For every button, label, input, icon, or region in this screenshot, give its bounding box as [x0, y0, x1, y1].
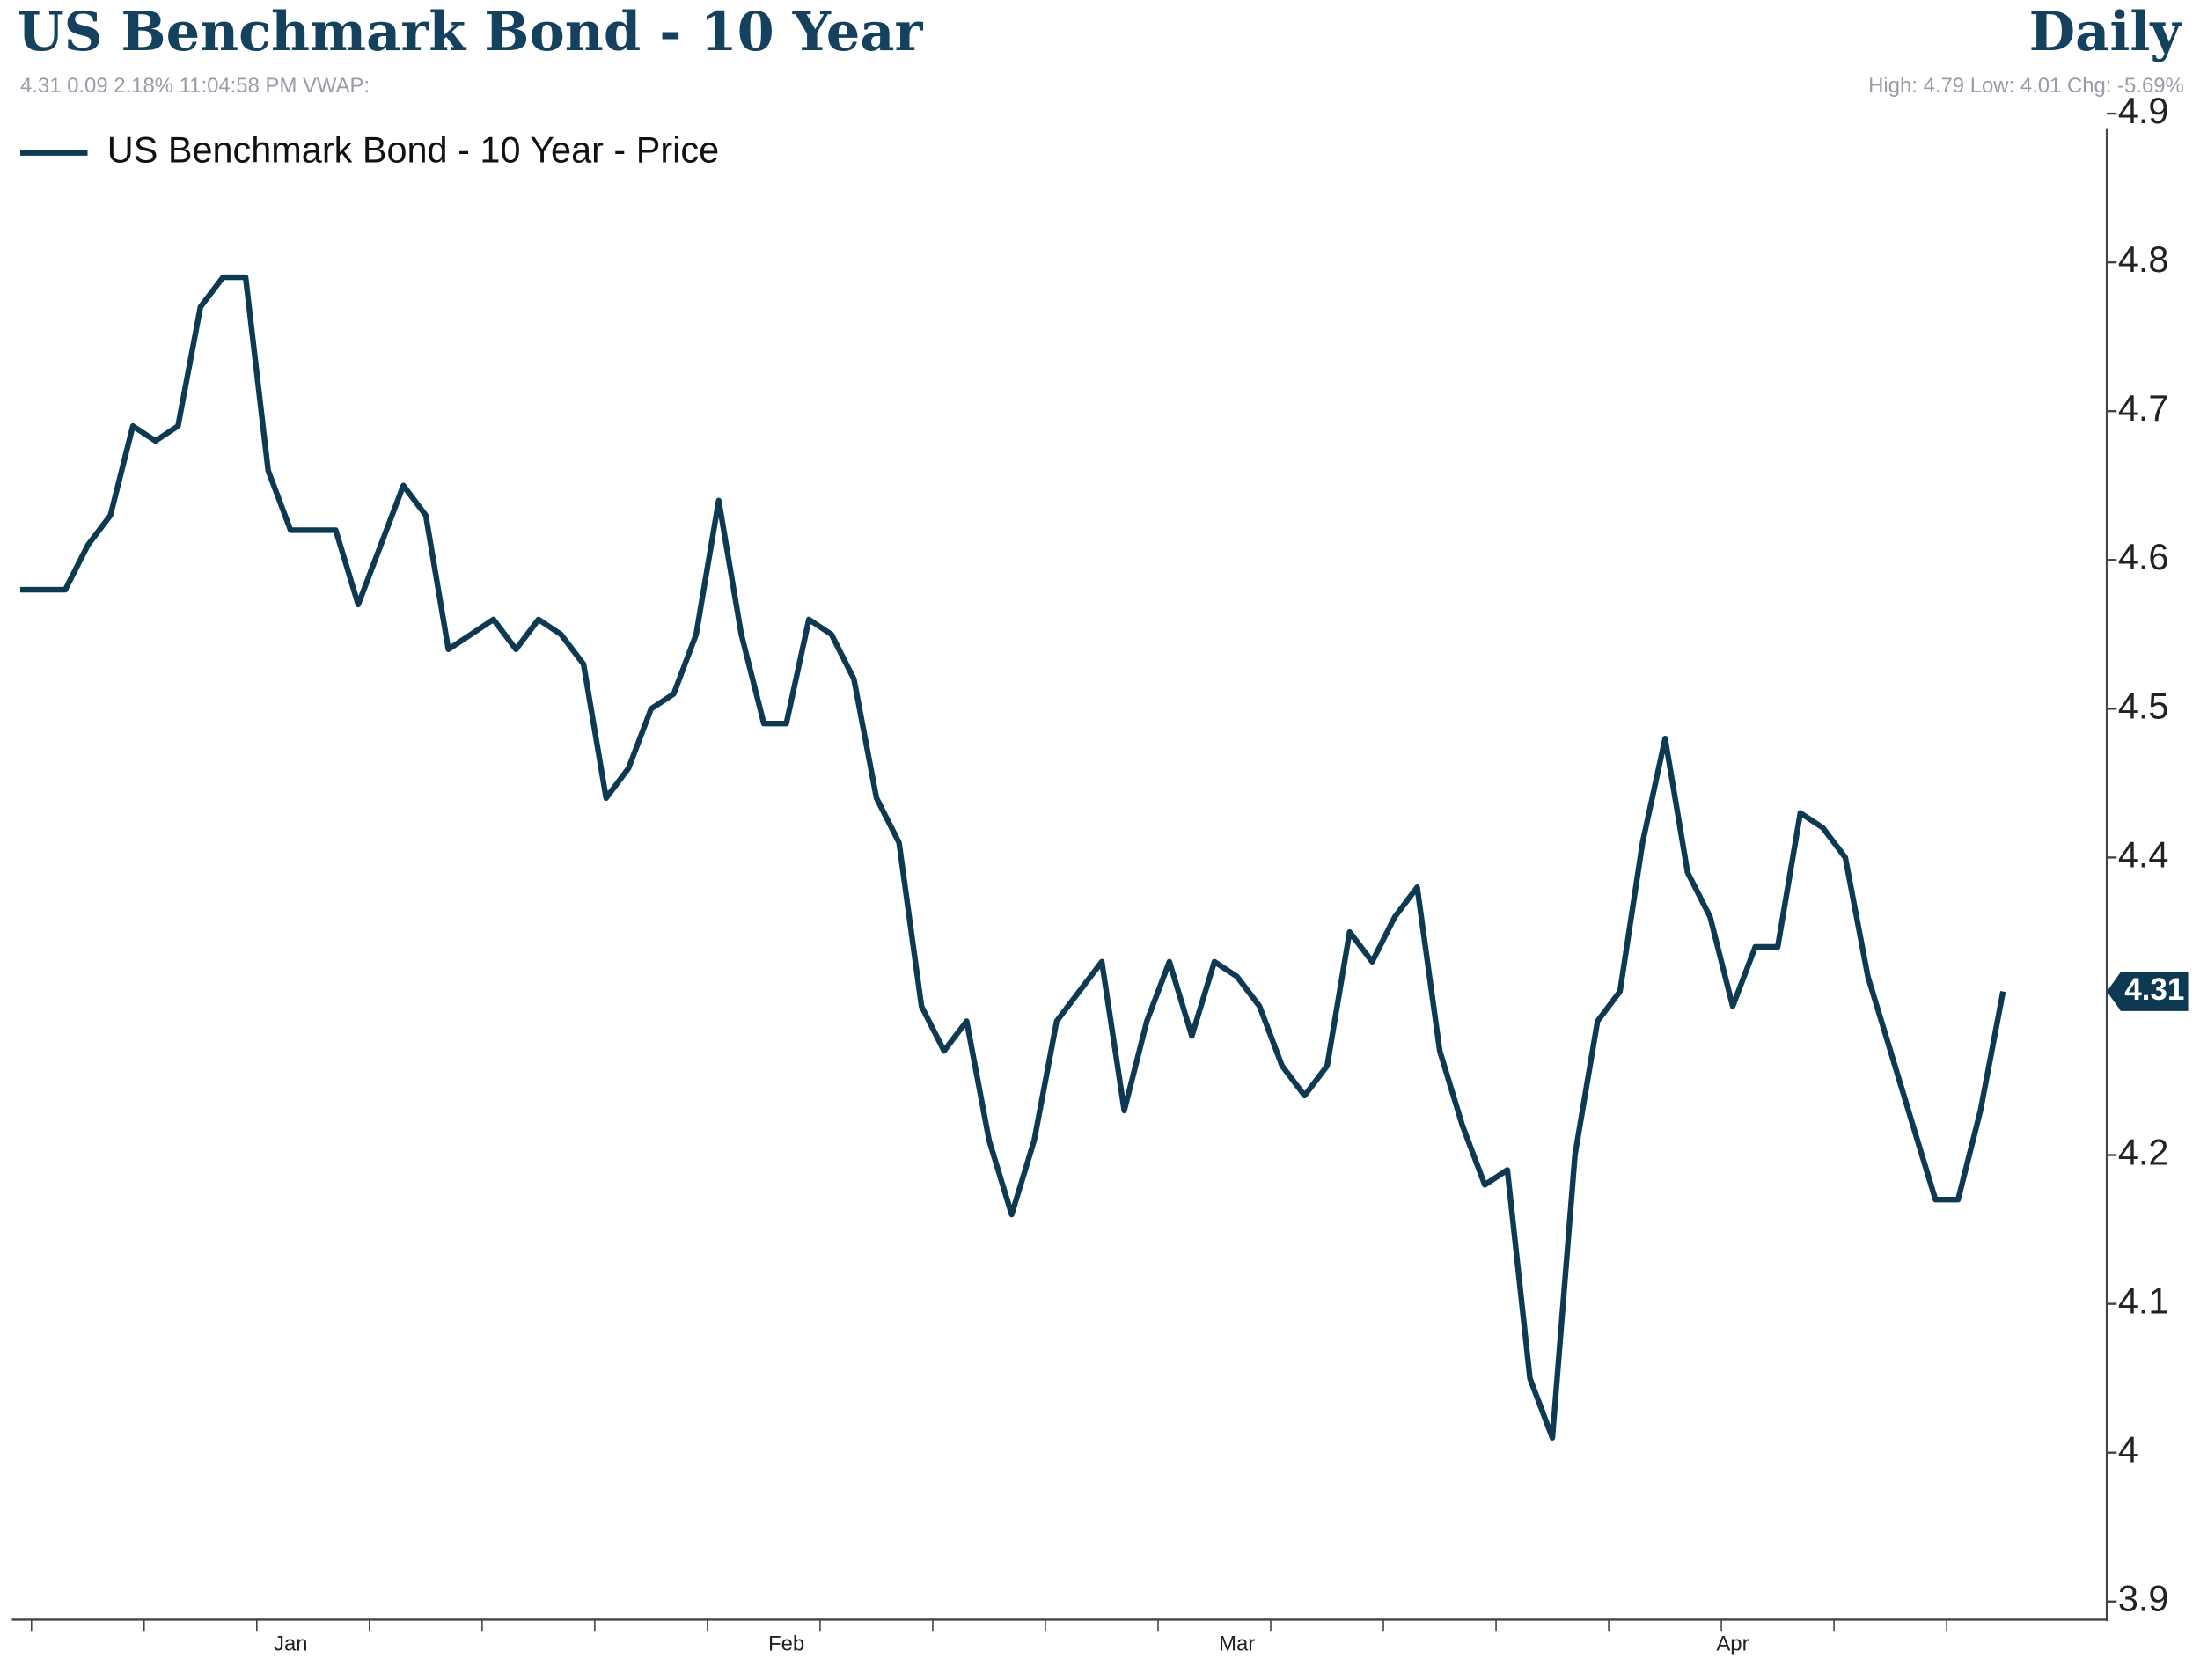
x-tick-label: Mar: [1219, 1632, 1255, 1655]
y-tick-label: 4: [2118, 1429, 2138, 1471]
x-tick-label: Feb: [768, 1632, 804, 1655]
y-tick-label: 4.4: [2118, 833, 2169, 875]
price-line: [20, 274, 2006, 1441]
y-tick-label: 4.1: [2118, 1280, 2169, 1322]
last-price-tag: [2107, 972, 2189, 1011]
y-tick-label: 3.9: [2118, 1578, 2169, 1619]
info-right: High: 4.79 Low: 4.01 Chg: -5.69%: [1868, 74, 2184, 98]
chart-subtitle: Daily: [2029, 1, 2183, 63]
last-price-label: 4.31: [2124, 972, 2184, 1007]
x-tick-label: Apr: [1716, 1632, 1749, 1655]
y-tick-label: 4.6: [2118, 536, 2169, 577]
y-tick-label: 4.8: [2118, 238, 2169, 280]
y-tick-label: 4.5: [2118, 685, 2169, 726]
info-left: 4.31 0.09 2.18% 11:04:58 PM VWAP:: [20, 74, 370, 98]
chart-title: US Benchmark Bond - 10 Year: [18, 1, 924, 63]
y-tick-label: 4.9: [2118, 90, 2169, 131]
y-tick-label: 4.7: [2118, 387, 2169, 429]
x-tick-label: Jan: [274, 1632, 308, 1655]
y-tick-label: 4.2: [2118, 1131, 2169, 1172]
legend-label: US Benchmark Bond - 10 Year - Price: [107, 129, 719, 171]
